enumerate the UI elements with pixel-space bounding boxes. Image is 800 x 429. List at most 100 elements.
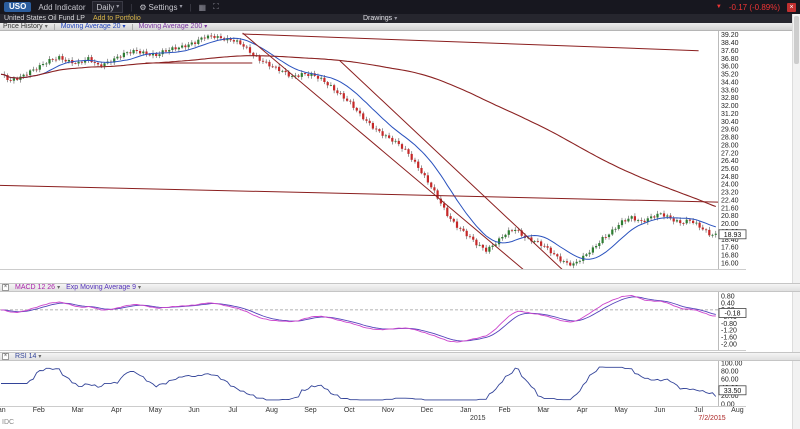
svg-text:24.80: 24.80 xyxy=(721,174,739,181)
svg-text:34.40: 34.40 xyxy=(721,79,739,86)
svg-text:Jan: Jan xyxy=(460,407,471,414)
charts-canvas: 39.2038.4037.6036.8036.0035.2034.4033.60… xyxy=(0,31,747,422)
svg-text:Apr: Apr xyxy=(111,407,123,414)
svg-text:28.80: 28.80 xyxy=(721,135,739,142)
chevron-down-icon: ▾ xyxy=(38,353,42,360)
price-history-dropdown[interactable]: Price History ▾ xyxy=(3,23,48,30)
macd-ema-dropdown[interactable]: Exp Moving Average 9 ▾ xyxy=(66,284,141,291)
svg-text:20.80: 20.80 xyxy=(721,213,739,220)
svg-text:20.00: 20.00 xyxy=(721,221,739,228)
svg-text:Jul: Jul xyxy=(228,407,237,414)
rsi-panel-header: × RSI 14 ▾ xyxy=(0,352,800,361)
toolbar-separator: | xyxy=(130,2,133,12)
macd-label: MACD 12 26 xyxy=(15,284,56,291)
ma20-label: Moving Average 20 xyxy=(60,23,121,30)
ma200-label: Moving Average 200 xyxy=(138,23,203,30)
chevron-down-icon: ▾ xyxy=(57,284,61,291)
svg-text:20.00: 20.00 xyxy=(721,393,739,400)
rsi-close-button[interactable]: × xyxy=(2,353,9,360)
svg-text:Apr: Apr xyxy=(577,407,589,414)
svg-text:32.00: 32.00 xyxy=(721,103,739,110)
svg-text:-2.00: -2.00 xyxy=(721,341,737,348)
ma200-dropdown[interactable]: Moving Average 200 ▾ xyxy=(139,23,208,30)
svg-text:18.40: 18.40 xyxy=(721,237,739,244)
svg-text:Nov: Nov xyxy=(382,407,395,414)
toolbar-separator: | xyxy=(189,2,192,12)
svg-text:35.20: 35.20 xyxy=(721,72,739,79)
close-icon[interactable]: × xyxy=(787,2,796,12)
divider xyxy=(53,23,55,30)
svg-text:May: May xyxy=(149,407,163,414)
price-change-text: -0.17 (-0.89%) xyxy=(728,2,780,12)
chevron-down-icon: ▾ xyxy=(122,23,126,30)
svg-text:Dec: Dec xyxy=(421,407,434,414)
settings-button[interactable]: ⚙ Settings ▾ xyxy=(139,3,182,12)
svg-text:36.80: 36.80 xyxy=(721,56,739,63)
price-chart-area[interactable] xyxy=(0,31,718,269)
svg-text:2015: 2015 xyxy=(470,415,486,422)
chevron-down-icon: ▾ xyxy=(44,23,48,30)
macd-close-button[interactable]: × xyxy=(2,284,9,291)
svg-text:33.60: 33.60 xyxy=(721,87,739,94)
svg-text:29.60: 29.60 xyxy=(721,127,739,134)
down-arrow-icon: ▼ xyxy=(715,4,722,10)
svg-text:Aug: Aug xyxy=(731,407,744,414)
chevron-down-icon: ▾ xyxy=(204,23,208,30)
chevron-down-icon: ▾ xyxy=(394,15,398,22)
scrollbar-thumb[interactable] xyxy=(794,16,799,64)
svg-text:Feb: Feb xyxy=(33,407,45,414)
svg-text:16.00: 16.00 xyxy=(721,260,739,267)
svg-text:16.80: 16.80 xyxy=(721,253,739,260)
timeframe-label: Daily xyxy=(96,2,115,12)
svg-text:28.00: 28.00 xyxy=(721,142,739,149)
svg-text:24.00: 24.00 xyxy=(721,182,739,189)
macd-panel-header: × MACD 12 26 ▾ Exp Moving Average 9 ▾ xyxy=(0,283,800,292)
svg-text:32.80: 32.80 xyxy=(721,95,739,102)
chevron-down-icon: ▾ xyxy=(116,4,120,10)
svg-text:22.40: 22.40 xyxy=(721,197,739,204)
svg-text:100.00: 100.00 xyxy=(721,360,743,367)
rsi-chart-area[interactable] xyxy=(0,361,718,406)
svg-text:-0.18: -0.18 xyxy=(725,310,741,317)
timeframe-select[interactable]: Daily ▾ xyxy=(92,1,124,13)
subheader-bar: United States Oil Fund LP Add to Portfol… xyxy=(0,14,800,23)
layout-icon[interactable]: ▦ xyxy=(198,2,207,12)
add-to-portfolio-link[interactable]: Add to Portfolio xyxy=(92,15,141,22)
svg-text:37.60: 37.60 xyxy=(721,48,739,55)
svg-text:80.00: 80.00 xyxy=(721,369,739,376)
svg-text:-1.60: -1.60 xyxy=(721,335,737,342)
svg-text:27.20: 27.20 xyxy=(721,150,739,157)
vertical-scrollbar[interactable] xyxy=(792,14,800,429)
svg-text:0.40: 0.40 xyxy=(721,300,735,307)
gear-icon: ⚙ xyxy=(139,2,147,12)
symbol-chip[interactable]: USO xyxy=(4,2,32,12)
chevron-down-icon: ▾ xyxy=(179,4,183,10)
ma20-dropdown[interactable]: Moving Average 20 ▾ xyxy=(61,23,126,30)
svg-text:Mar: Mar xyxy=(537,407,550,414)
macd-chart-area[interactable] xyxy=(0,292,718,350)
macd-dropdown[interactable]: MACD 12 26 ▾ xyxy=(15,284,60,291)
svg-text:0.00: 0.00 xyxy=(721,401,735,408)
svg-text:36.00: 36.00 xyxy=(721,64,739,71)
data-provider-label: IDC xyxy=(2,419,15,426)
settings-label: Settings xyxy=(148,2,178,12)
svg-text:7/2/2015: 7/2/2015 xyxy=(698,415,725,422)
svg-text:26.40: 26.40 xyxy=(721,158,739,165)
svg-text:Sep: Sep xyxy=(304,407,317,414)
svg-text:18.93: 18.93 xyxy=(724,232,742,239)
svg-text:31.20: 31.20 xyxy=(721,111,739,118)
chevron-down-icon: ▾ xyxy=(138,284,142,291)
divider xyxy=(131,23,133,30)
svg-text:60.00: 60.00 xyxy=(721,377,739,384)
svg-text:23.20: 23.20 xyxy=(721,190,739,197)
fund-name: United States Oil Fund LP xyxy=(4,15,85,22)
expand-icon[interactable]: ⛶ xyxy=(213,2,219,11)
add-indicator-button[interactable]: Add Indicator xyxy=(38,3,85,12)
drawings-dropdown[interactable]: Drawings ▾ xyxy=(363,15,397,22)
svg-text:17.60: 17.60 xyxy=(721,245,739,252)
svg-text:Oct: Oct xyxy=(344,407,355,414)
svg-text:Jul: Jul xyxy=(694,407,703,414)
svg-text:0.80: 0.80 xyxy=(721,294,735,301)
svg-text:-0.80: -0.80 xyxy=(721,321,737,328)
rsi-dropdown[interactable]: RSI 14 ▾ xyxy=(15,353,41,360)
